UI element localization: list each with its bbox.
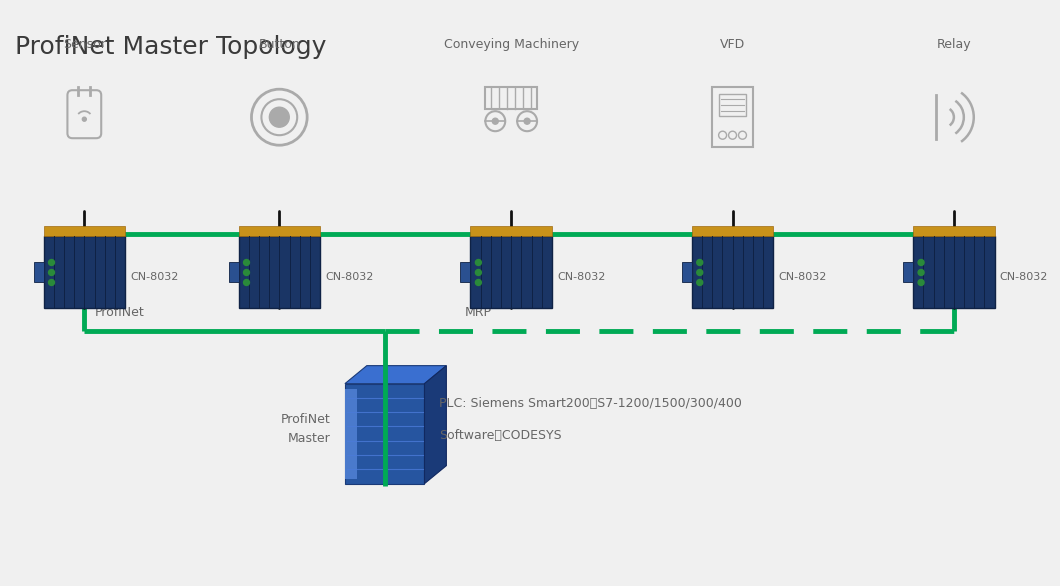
Circle shape xyxy=(244,280,249,285)
Circle shape xyxy=(492,118,498,124)
Polygon shape xyxy=(424,366,446,483)
Text: CN-8032: CN-8032 xyxy=(556,272,605,282)
Circle shape xyxy=(49,280,54,285)
Circle shape xyxy=(918,260,924,265)
Circle shape xyxy=(475,270,481,275)
Text: ProfiNet
Master: ProfiNet Master xyxy=(280,413,330,445)
Text: CN-8032: CN-8032 xyxy=(130,272,178,282)
FancyBboxPatch shape xyxy=(471,237,552,308)
FancyBboxPatch shape xyxy=(682,263,692,282)
Text: CN-8032: CN-8032 xyxy=(1000,272,1048,282)
FancyBboxPatch shape xyxy=(460,263,471,282)
Text: ProfiNet: ProfiNet xyxy=(94,306,144,319)
Circle shape xyxy=(918,280,924,285)
Text: CN-8032: CN-8032 xyxy=(778,272,827,282)
Circle shape xyxy=(475,260,481,265)
Polygon shape xyxy=(344,389,357,479)
FancyBboxPatch shape xyxy=(238,227,320,237)
Text: ProfiNet Master Topology: ProfiNet Master Topology xyxy=(15,35,326,59)
Circle shape xyxy=(269,107,289,127)
Circle shape xyxy=(49,270,54,275)
Circle shape xyxy=(244,270,249,275)
FancyBboxPatch shape xyxy=(43,237,125,308)
FancyBboxPatch shape xyxy=(913,237,994,308)
FancyBboxPatch shape xyxy=(238,237,320,308)
Text: CN-8032: CN-8032 xyxy=(325,272,373,282)
Circle shape xyxy=(49,260,54,265)
FancyBboxPatch shape xyxy=(692,237,774,308)
Circle shape xyxy=(918,270,924,275)
FancyBboxPatch shape xyxy=(692,227,774,237)
FancyBboxPatch shape xyxy=(34,263,43,282)
Text: Relay: Relay xyxy=(937,38,971,51)
Text: MRP: MRP xyxy=(464,306,491,319)
Circle shape xyxy=(244,260,249,265)
Circle shape xyxy=(524,118,530,124)
Text: Sensor: Sensor xyxy=(63,38,106,51)
Text: PLC: Siemens Smart200，S7-1200/1500/300/400: PLC: Siemens Smart200，S7-1200/1500/300/4… xyxy=(440,397,742,410)
Circle shape xyxy=(696,270,703,275)
Circle shape xyxy=(475,280,481,285)
FancyBboxPatch shape xyxy=(471,227,552,237)
Polygon shape xyxy=(344,366,446,384)
Polygon shape xyxy=(344,384,424,483)
Circle shape xyxy=(696,280,703,285)
Text: Software：CODESYS: Software：CODESYS xyxy=(440,429,562,442)
FancyBboxPatch shape xyxy=(43,227,125,237)
FancyBboxPatch shape xyxy=(913,227,994,237)
FancyBboxPatch shape xyxy=(229,263,239,282)
Circle shape xyxy=(696,260,703,265)
Circle shape xyxy=(83,117,86,121)
Text: VFD: VFD xyxy=(720,38,745,51)
FancyBboxPatch shape xyxy=(903,263,913,282)
Text: Button: Button xyxy=(259,38,300,51)
Text: Conveying Machinery: Conveying Machinery xyxy=(444,38,579,51)
